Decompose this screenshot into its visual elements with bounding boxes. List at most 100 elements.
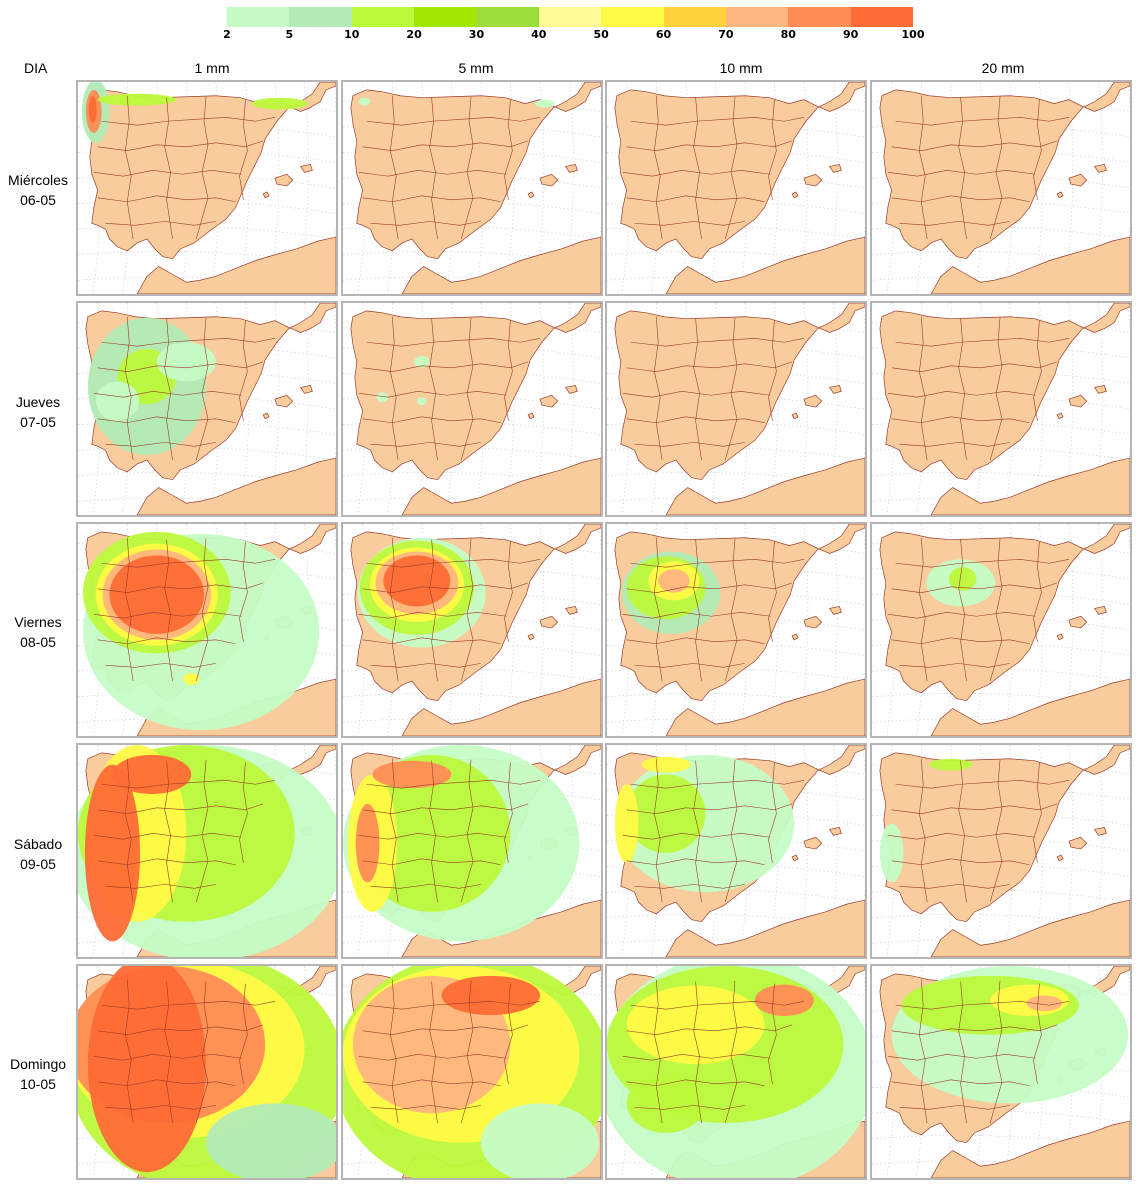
iberia-map <box>872 303 1130 515</box>
row-day: Miércoles <box>8 172 68 188</box>
probability-area <box>156 342 216 382</box>
precipitation-probability-overlay <box>879 758 973 883</box>
iberia-map <box>78 524 336 736</box>
province-borders <box>358 95 541 240</box>
row-day: Viernes <box>14 614 62 630</box>
column-header-10mm: 10 mm <box>719 60 763 76</box>
legend-tick-label: 100 <box>901 28 925 41</box>
iberia-map <box>343 303 601 515</box>
precipitation-probability-overlay <box>78 966 336 1178</box>
iberia-map <box>343 524 601 736</box>
province-borders <box>358 537 541 682</box>
map-panel <box>341 743 603 959</box>
province-borders <box>887 758 1070 903</box>
province-borders <box>622 316 805 461</box>
probability-area <box>626 774 706 853</box>
legend-tick-label: 70 <box>718 28 734 41</box>
iberia-map <box>607 745 865 957</box>
precipitation-probability-overlay <box>926 559 996 607</box>
legend-tick-labels: 2 5 10 20 30 40 50 60 70 80 90 100 <box>223 28 924 42</box>
row-date: 06-05 <box>20 192 56 208</box>
row-day: Domingo <box>9 1056 67 1072</box>
iberia-map <box>872 966 1130 1178</box>
column-header-1mm: 1 mm <box>194 60 230 76</box>
legend-swatch <box>414 7 477 27</box>
iberia-map <box>78 82 336 294</box>
province-borders <box>887 316 1070 461</box>
day-column-header: DIA <box>24 60 48 76</box>
precipitation-probability-overlay <box>358 97 555 108</box>
legend-tick-label: 40 <box>531 28 547 41</box>
legend-swatch <box>601 7 664 27</box>
precipitation-probability-overlay <box>891 966 1129 1104</box>
legend-tick-label: 30 <box>468 28 485 41</box>
map-panel <box>76 964 338 1180</box>
province-borders <box>887 979 1070 1124</box>
iberia-map <box>607 966 865 1178</box>
map-panel <box>605 80 867 296</box>
probability-area <box>626 1073 706 1133</box>
province-borders <box>887 537 1070 682</box>
map-panel <box>870 80 1132 296</box>
map-panel <box>341 80 603 296</box>
land-masses <box>879 303 1130 515</box>
probability-area <box>88 95 97 124</box>
row-date: 09-05 <box>20 856 56 872</box>
probability-area <box>109 555 205 634</box>
legend-tick-label: 90 <box>842 28 859 41</box>
province-borders <box>622 979 805 1124</box>
probability-area <box>948 567 977 591</box>
probability-area <box>112 754 192 795</box>
precipitation-probability-overlay <box>614 754 795 893</box>
probability-area <box>252 97 308 110</box>
probability-area <box>626 985 765 1065</box>
precipitation-probability-overlay <box>343 966 601 1178</box>
iberia-map <box>78 745 336 957</box>
legend-swatch <box>351 7 415 27</box>
map-panel <box>605 301 867 517</box>
iberia-map <box>607 524 865 736</box>
map-panel <box>76 522 338 738</box>
land-masses <box>614 303 865 515</box>
province-borders <box>622 537 805 682</box>
legend-swatch <box>289 7 352 27</box>
map-panel <box>76 301 338 517</box>
row-date: 08-05 <box>20 634 56 650</box>
column-header-20mm: 20 mm <box>981 60 1025 76</box>
color-scale-legend <box>227 7 913 27</box>
land-masses <box>879 524 1130 736</box>
province-borders <box>93 316 276 461</box>
map-panel <box>341 301 603 517</box>
land-masses <box>879 82 1130 294</box>
probability-area <box>84 764 141 942</box>
province-borders <box>622 95 805 240</box>
iberia-map <box>872 745 1130 957</box>
map-panel <box>341 522 603 738</box>
province-borders <box>93 758 276 903</box>
row-date: 10-05 <box>20 1076 56 1092</box>
probability-area <box>535 99 555 108</box>
map-panel <box>76 743 338 959</box>
province-borders <box>887 95 1070 240</box>
map-panel <box>605 522 867 738</box>
probability-area <box>658 569 690 593</box>
probability-area <box>879 823 904 883</box>
legend-tick-label: 50 <box>593 28 609 41</box>
province-borders <box>93 95 276 240</box>
legend-swatch <box>725 7 789 27</box>
iberia-map <box>343 966 601 1178</box>
row-day: Sábado <box>13 836 63 852</box>
precipitation-probability-overlay <box>87 317 216 456</box>
probability-area <box>358 97 371 106</box>
iberia-map <box>607 82 865 294</box>
row-header-friday: Viernes 08-05 <box>0 612 76 652</box>
probability-area <box>614 784 639 863</box>
probability-area <box>480 1103 600 1178</box>
probability-area <box>183 673 200 685</box>
map-panel <box>870 743 1132 959</box>
row-header-wednesday: Miércoles 06-05 <box>0 170 76 210</box>
probability-area <box>355 803 380 883</box>
iberia-map <box>872 82 1130 294</box>
iberia-map <box>872 524 1130 736</box>
probability-area <box>376 392 389 403</box>
